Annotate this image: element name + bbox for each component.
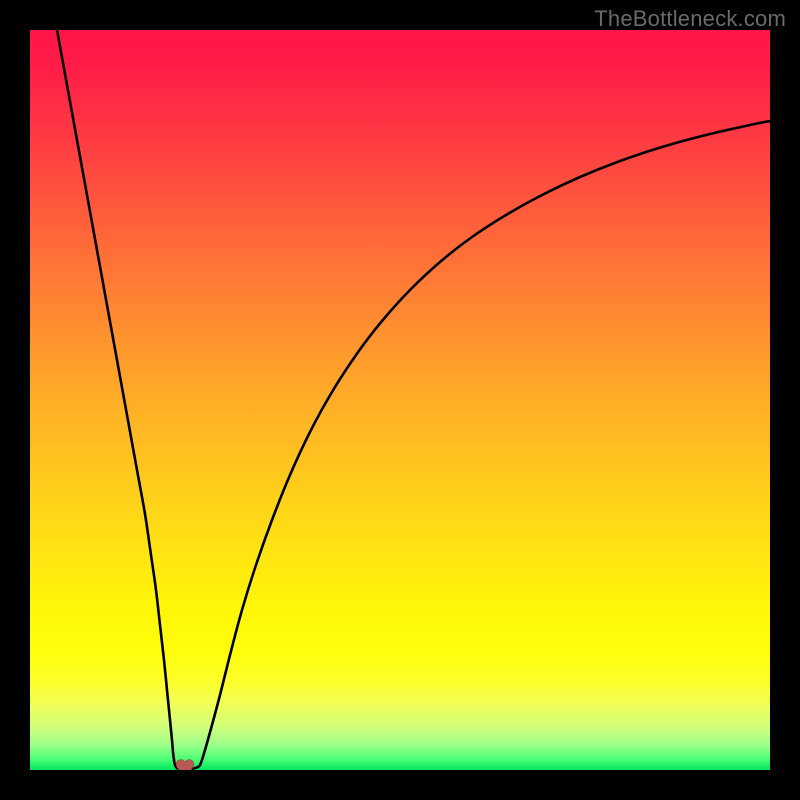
chart-frame: TheBottleneck.com [0,0,800,800]
plot-area [30,30,770,770]
watermark-text: TheBottleneck.com [594,6,786,32]
bottleneck-curve [30,30,770,770]
heart-marker-icon [174,757,196,770]
